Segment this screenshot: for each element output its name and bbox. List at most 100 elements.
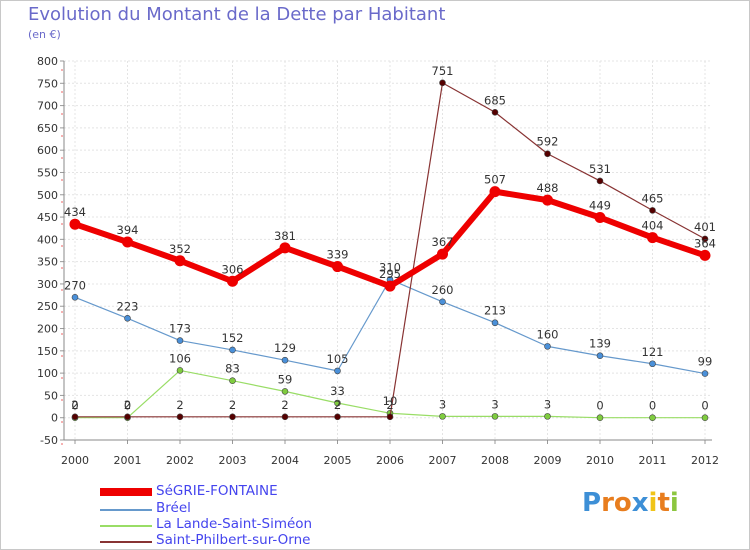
data-point — [701, 370, 709, 377]
data-point — [649, 414, 656, 422]
y-tick-label: 350 — [37, 256, 58, 269]
data-point — [701, 235, 709, 243]
y-tick-label: -50 — [40, 434, 58, 447]
data-label: 364 — [694, 236, 716, 250]
data-label: 449 — [589, 199, 611, 213]
data-label: 139 — [589, 337, 611, 351]
x-tick-label: 2000 — [61, 454, 89, 467]
data-point — [176, 337, 184, 344]
data-point — [491, 413, 499, 420]
x-tick-label: 2012 — [691, 454, 719, 467]
data-label: 531 — [589, 162, 611, 176]
data-point — [596, 177, 604, 185]
x-tick-label: 2006 — [376, 454, 404, 467]
x-tick-label: 2010 — [586, 454, 614, 467]
data-point — [71, 294, 79, 301]
data-point — [542, 194, 553, 206]
data-label: 0 — [124, 399, 131, 413]
data-label: 3 — [544, 397, 551, 411]
data-point — [227, 275, 238, 287]
data-label: 2 — [334, 398, 341, 412]
data-point — [176, 413, 184, 421]
data-label: 488 — [537, 181, 559, 195]
data-point — [544, 413, 551, 420]
data-label: 105 — [327, 352, 349, 366]
y-tick-label: 450 — [37, 211, 58, 224]
y-tick-label: 650 — [37, 122, 58, 135]
data-point — [596, 414, 604, 422]
logo-letter: i — [669, 488, 679, 518]
y-tick-label: 50 — [44, 389, 58, 402]
x-tick-label: 2009 — [534, 454, 562, 467]
data-label: 339 — [327, 248, 349, 262]
data-label: 0 — [71, 399, 78, 413]
data-point — [437, 248, 448, 260]
y-tick-label: 550 — [37, 166, 58, 179]
data-label: 306 — [222, 262, 244, 276]
legend-label: Saint-Philbert-sur-Orne — [156, 532, 311, 548]
data-point — [122, 236, 133, 248]
data-label: 2 — [176, 398, 183, 412]
proxiti-logo: Proxiti — [582, 488, 679, 518]
data-point — [491, 108, 499, 116]
y-tick-label: 800 — [37, 55, 58, 68]
logo-letter: P — [582, 488, 602, 518]
data-label: 10 — [383, 394, 398, 408]
data-label: 751 — [432, 64, 454, 78]
chart-title: Evolution du Montant de la Dette par Hab… — [28, 4, 446, 25]
data-label: 173 — [169, 322, 191, 336]
data-point — [649, 360, 656, 368]
data-point — [701, 414, 709, 422]
data-point — [279, 242, 291, 254]
data-label: 260 — [432, 283, 454, 297]
data-point — [384, 280, 396, 292]
data-label: 2 — [229, 398, 236, 412]
data-point — [647, 232, 658, 244]
chart-subtitle: (en €) — [28, 28, 61, 41]
data-point — [174, 255, 186, 267]
data-point — [124, 413, 131, 421]
data-point — [544, 343, 551, 350]
data-label: 507 — [484, 173, 506, 187]
data-point — [69, 218, 81, 230]
logo-letter: x — [631, 488, 649, 518]
data-label: 401 — [694, 220, 716, 234]
data-point — [649, 207, 656, 214]
data-point — [334, 413, 341, 421]
legend-swatch — [100, 525, 152, 527]
legend-swatch — [100, 541, 152, 543]
data-point — [334, 367, 341, 375]
legend-label: Bréel — [156, 500, 191, 516]
data-label: 2 — [71, 398, 78, 412]
data-label: 685 — [484, 93, 506, 107]
data-point — [386, 413, 394, 421]
data-label: 270 — [64, 278, 86, 292]
plot-area — [64, 61, 712, 440]
data-point — [332, 261, 343, 273]
data-label: 99 — [698, 355, 713, 369]
y-tick-label: 300 — [37, 278, 58, 291]
data-label: 0 — [701, 399, 708, 413]
data-label: 367 — [432, 235, 454, 249]
data-label: 106 — [169, 351, 191, 365]
data-label: 3 — [439, 397, 446, 411]
data-point — [229, 346, 236, 354]
data-label: 592 — [537, 135, 559, 149]
data-label: 160 — [537, 327, 559, 341]
y-tick-label: 400 — [37, 233, 58, 246]
data-label: 3 — [491, 397, 498, 411]
data-label: 2 — [124, 398, 131, 412]
data-point — [176, 367, 184, 374]
data-point — [334, 399, 341, 407]
y-tick-label: 200 — [37, 323, 58, 336]
data-label: 213 — [484, 304, 506, 318]
data-label: 0 — [596, 399, 603, 413]
logo-letter: o — [613, 488, 632, 518]
data-point — [439, 298, 446, 306]
y-tick-label: 150 — [37, 345, 58, 358]
data-label: 2 — [386, 398, 393, 412]
y-tick-label: 0 — [51, 412, 58, 425]
data-point — [229, 377, 236, 384]
data-label: 152 — [222, 331, 244, 345]
